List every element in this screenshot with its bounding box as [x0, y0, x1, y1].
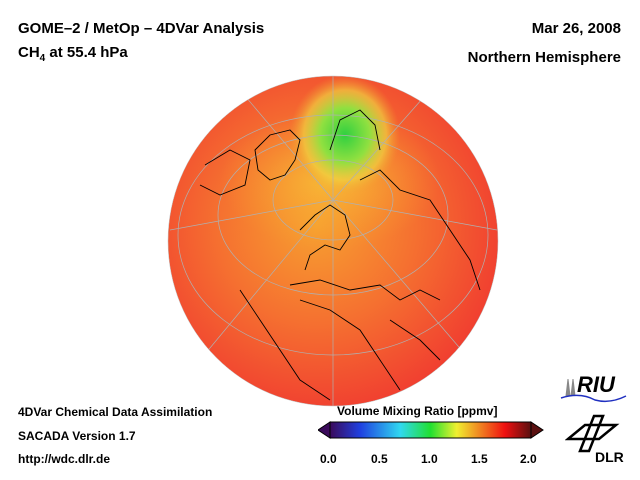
footer-link[interactable]: http://wdc.dlr.de	[18, 452, 110, 466]
colorbar	[318, 421, 544, 439]
colorbar-title: Volume Mixing Ratio [ppmv]	[337, 404, 498, 418]
species-sub: 4	[39, 53, 46, 64]
figure-title: GOME–2 / MetOp – 4DVar Analysis	[18, 20, 265, 37]
date-label: Mar 26, 2008	[531, 20, 621, 37]
region-label: Northern Hemisphere	[467, 49, 621, 66]
riu-logo: RIU	[560, 372, 628, 404]
footer-line1: 4DVar Chemical Data Assimilation	[18, 405, 213, 419]
colorbar-tick: 0.5	[371, 452, 388, 466]
colorbar-under-arrow	[318, 421, 331, 439]
colorbar-gradient	[329, 421, 532, 439]
species-main: CH	[18, 44, 40, 61]
species-label: CH4 at 55.4 hPa	[18, 44, 128, 64]
ch4-low-region	[290, 76, 400, 195]
dlr-text: DLR	[595, 449, 624, 465]
graticule	[169, 76, 498, 406]
riu-text: RIU	[577, 372, 615, 397]
footer-line2: SACADA Version 1.7	[18, 429, 136, 443]
dlr-emblem-icon	[565, 414, 620, 453]
colorbar-tick: 1.0	[421, 452, 438, 466]
dlr-logo: DLR	[565, 414, 625, 466]
species-level: at 55.4 hPa	[45, 44, 128, 61]
colorbar-tick: 0.0	[320, 452, 337, 466]
riu-tower-icon	[560, 378, 627, 403]
colorbar-tick: 1.5	[471, 452, 488, 466]
coastlines	[199, 109, 481, 401]
colorbar-over-arrow	[530, 421, 544, 439]
colorbar-tick: 2.0	[520, 452, 537, 466]
